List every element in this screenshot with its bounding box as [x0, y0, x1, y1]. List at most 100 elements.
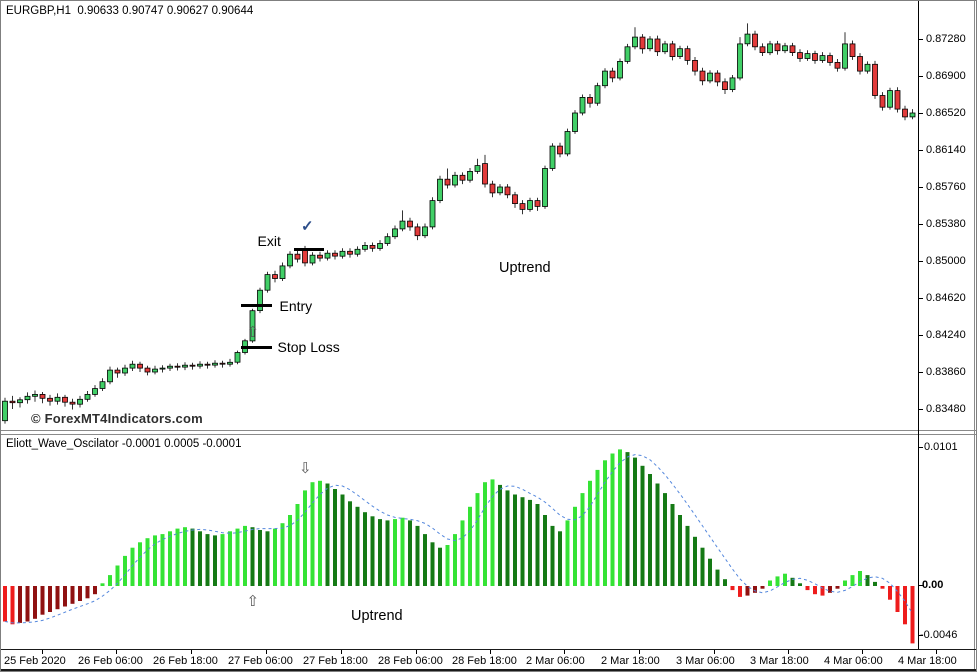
- entry-level-line[interactable]: [241, 304, 272, 307]
- oscillator-up-arrow-icon[interactable]: ⇧: [246, 593, 260, 610]
- time-tick: [936, 650, 937, 654]
- ewo-histogram-bar: [3, 586, 7, 622]
- candle: [894, 90, 901, 110]
- ewo-histogram-bar: [865, 575, 870, 586]
- price-chart-canvas[interactable]: [1, 1, 918, 430]
- candle: [489, 183, 496, 194]
- check-mark-icon[interactable]: ✓: [301, 217, 314, 235]
- stop-loss-label[interactable]: Stop Loss: [277, 338, 340, 355]
- time-scale-label: 26 Feb 06:00: [78, 655, 143, 667]
- candle: [879, 95, 886, 108]
- time-scale-label: 28 Feb 18:00: [452, 655, 517, 667]
- ewo-histogram-bar: [888, 586, 892, 600]
- candle: [317, 254, 323, 259]
- ewo-histogram-bar: [228, 531, 232, 586]
- ewo-histogram-bar: [288, 515, 292, 586]
- ewo-histogram-bar: [895, 586, 900, 612]
- oscillator-down-arrow-icon[interactable]: ⇩: [299, 460, 312, 477]
- price-tick: [918, 224, 923, 225]
- candle: [234, 352, 241, 363]
- candle: [587, 97, 593, 104]
- stop-loss-level-line[interactable]: [241, 346, 272, 349]
- candle: [647, 38, 653, 50]
- candle: [542, 168, 548, 207]
- candle: [534, 200, 541, 207]
- candle: [504, 186, 511, 196]
- candle: [429, 200, 436, 228]
- ewo-histogram-bar: [828, 586, 832, 593]
- ewo-histogram-bar: [370, 516, 375, 586]
- ewo-histogram-bar: [903, 586, 907, 625]
- ewo-histogram-bar: [798, 583, 802, 586]
- price-scale-label: 0.84620: [926, 292, 966, 304]
- price-tick: [918, 187, 923, 188]
- candle: [32, 393, 38, 397]
- price-scale-label: 0.85000: [926, 255, 966, 267]
- candle: [872, 63, 878, 96]
- indicator-title: Eliott_Wave_Oscilator -0.0001 0.0005 -0.…: [6, 438, 242, 450]
- ewo-histogram-bar: [453, 534, 457, 586]
- indicator-scale[interactable]: [919, 430, 975, 649]
- candle: [174, 365, 181, 368]
- ewo-histogram-bar: [738, 586, 742, 597]
- price-tick: [918, 261, 923, 262]
- ewo-histogram-bar: [423, 534, 427, 586]
- candle: [189, 364, 196, 367]
- buy-signal-up-arrow-icon[interactable]: ⇧: [246, 324, 260, 342]
- candle: [54, 396, 61, 402]
- candle: [144, 367, 151, 373]
- ewo-histogram-bar: [663, 493, 667, 586]
- time-tick: [564, 650, 565, 654]
- candle: [594, 85, 601, 104]
- scale-border-line: [918, 1, 919, 649]
- ewo-histogram-bar: [273, 528, 277, 586]
- candle: [512, 194, 518, 205]
- ewo-histogram-bar: [33, 586, 37, 619]
- ewo-histogram-bar: [250, 527, 255, 586]
- window-bottom-border: [1, 669, 976, 671]
- ewo-histogram-bar: [243, 525, 247, 586]
- candle: [212, 362, 218, 366]
- candle: [2, 400, 8, 422]
- price-tick: [918, 113, 923, 114]
- candle: [129, 363, 136, 369]
- uptrend-label-oscillator[interactable]: Uptrend: [351, 608, 403, 624]
- ewo-histogram-bar: [648, 474, 652, 586]
- candle: [227, 361, 233, 365]
- ewo-histogram-bar: [213, 535, 217, 586]
- time-scale-label: 27 Feb 18:00: [303, 655, 368, 667]
- price-tick: [918, 409, 923, 410]
- ewo-histogram-bar: [438, 547, 442, 586]
- candle: [729, 77, 736, 91]
- time-scale-label: 2 Mar 06:00: [526, 655, 585, 667]
- indicator-scale-label: 0.00: [922, 579, 944, 591]
- ewo-histogram-bar: [318, 480, 322, 586]
- ewo-histogram-bar: [40, 586, 45, 615]
- uptrend-label-chart[interactable]: Uptrend: [499, 260, 551, 276]
- ewo-histogram-bar: [580, 493, 585, 586]
- exit-level-line[interactable]: [293, 248, 324, 251]
- time-tick: [341, 650, 342, 654]
- price-scale-label: 0.87280: [926, 33, 966, 45]
- entry-label[interactable]: Entry: [279, 297, 313, 314]
- pane-separator[interactable]: [1, 430, 976, 435]
- candle: [564, 131, 571, 155]
- candle: [437, 178, 443, 201]
- ewo-histogram-bar: [693, 536, 697, 586]
- candle: [827, 55, 833, 63]
- candle: [219, 362, 226, 365]
- candle: [324, 252, 331, 259]
- ewo-histogram-bar: [498, 484, 502, 586]
- exit-label[interactable]: Exit: [257, 233, 281, 250]
- candle: [752, 33, 758, 48]
- ewo-histogram-bar: [835, 586, 840, 589]
- candle: [759, 46, 766, 53]
- ewo-histogram-bar: [355, 506, 360, 586]
- ewo-histogram-bar: [378, 519, 382, 586]
- oscillator-canvas[interactable]: [1, 435, 918, 650]
- ewo-histogram-bar: [348, 501, 352, 586]
- candle: [849, 43, 856, 58]
- ewo-histogram-bar: [220, 534, 225, 586]
- candle: [347, 250, 353, 255]
